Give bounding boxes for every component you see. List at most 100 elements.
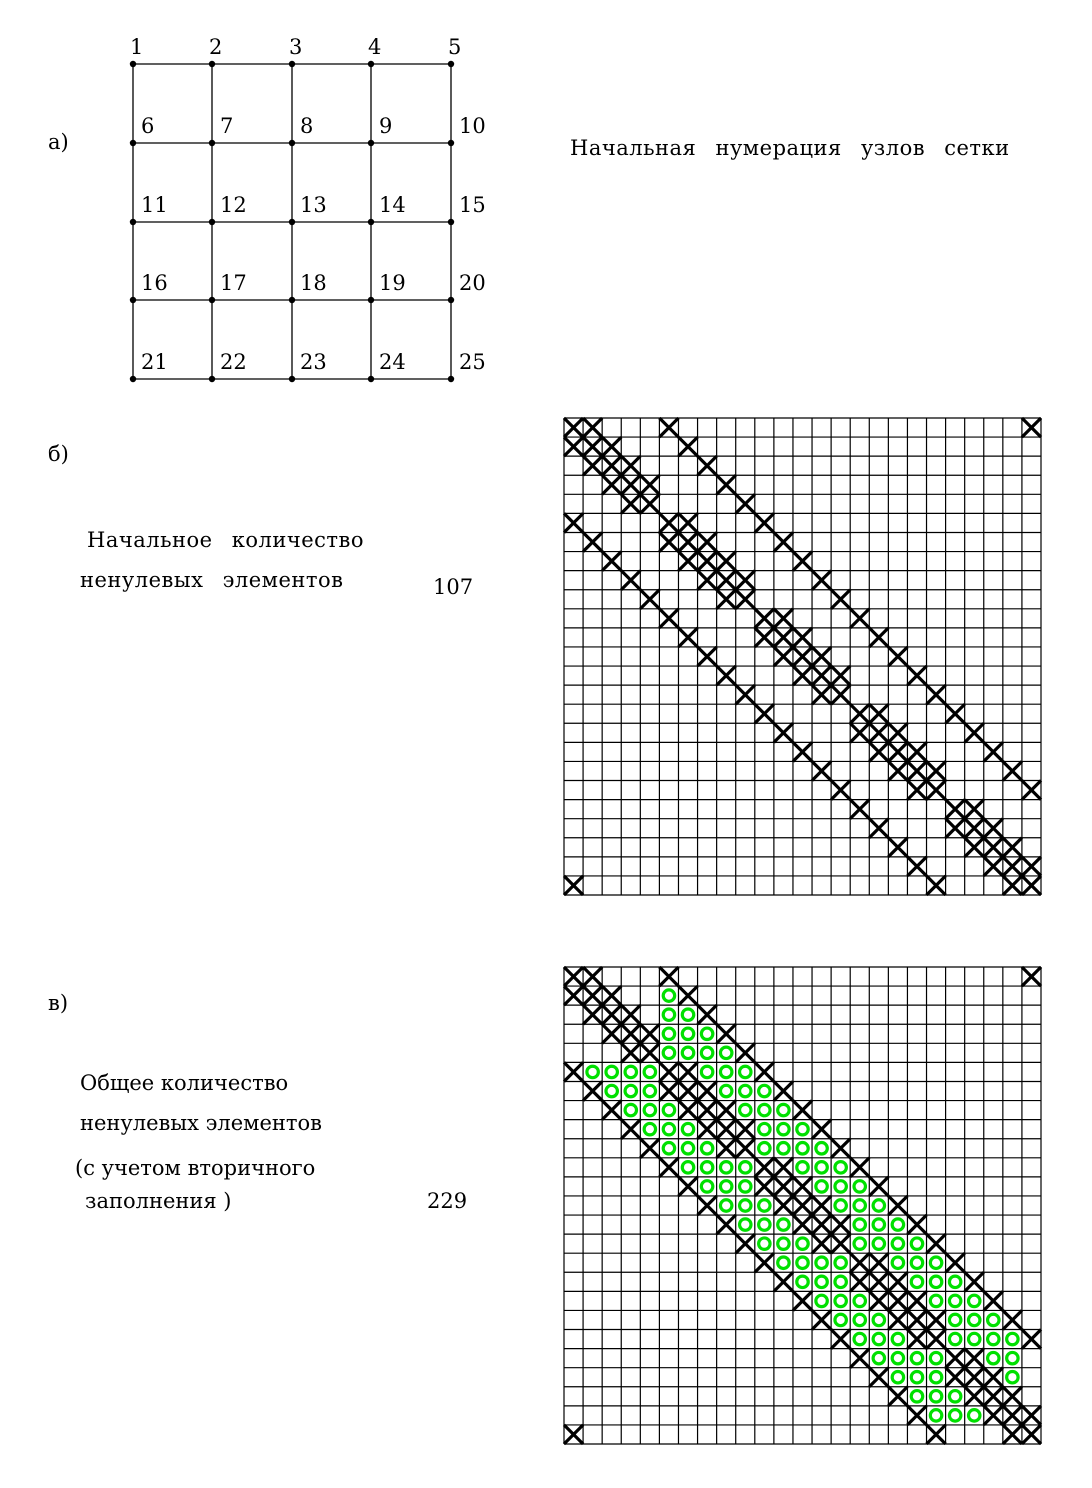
fill-in-circle-mark xyxy=(890,1217,906,1232)
nonzero-cross-mark xyxy=(639,1042,661,1064)
nonzero-cross-mark xyxy=(562,874,585,897)
part-c-caption-line2: ненулевых элементов xyxy=(80,1111,322,1135)
nonzero-cross-mark xyxy=(810,1232,833,1255)
cross-stroke xyxy=(887,722,909,744)
cross-stroke xyxy=(620,1118,642,1140)
nonzero-cross-mark xyxy=(734,588,756,610)
fill-in-circle-mark xyxy=(1005,1369,1020,1385)
nonzero-cross-mark xyxy=(696,1194,718,1217)
node-number: 14 xyxy=(379,193,406,217)
nonzero-cross-mark xyxy=(601,984,623,1007)
cross-stroke xyxy=(696,569,718,591)
nonzero-cross-mark xyxy=(696,645,718,668)
nonzero-cross-mark xyxy=(849,703,871,725)
cross-stroke xyxy=(1020,1328,1043,1350)
nonzero-cross-mark xyxy=(715,1213,737,1236)
nonzero-cross-mark xyxy=(772,531,795,553)
nonzero-cross-mark xyxy=(810,760,833,782)
nonzero-cross-mark xyxy=(715,1137,737,1159)
part-c-caption-line3: (с учетом вторичного xyxy=(75,1156,316,1180)
cross-stroke xyxy=(581,435,604,458)
fill-in-circle-mark xyxy=(680,1026,696,1042)
cross-stroke xyxy=(868,1366,890,1388)
fill-in-circle-mark xyxy=(890,1236,906,1251)
fill-in-circle-mark xyxy=(814,1274,829,1290)
cross-stroke xyxy=(753,1175,776,1198)
grid-node xyxy=(129,375,137,383)
cross-stroke xyxy=(715,569,737,591)
cross-stroke xyxy=(753,512,776,534)
fill-in-circle-mark xyxy=(718,1064,734,1080)
cross-stroke xyxy=(906,1213,928,1236)
fill-in-circle-mark xyxy=(795,1255,810,1271)
cross-stroke xyxy=(925,874,947,897)
grid-node xyxy=(367,218,375,226)
nonzero-cross-mark xyxy=(601,1099,623,1121)
node-number: 6 xyxy=(141,114,154,138)
cross-stroke xyxy=(696,1004,718,1026)
node-number: 8 xyxy=(300,114,313,138)
cross-stroke xyxy=(810,760,833,782)
nonzero-cross-mark xyxy=(829,1328,852,1350)
part-b-caption-line2: ненулевых элементов xyxy=(80,568,344,592)
fill-in-circle-mark xyxy=(699,1026,715,1042)
nonzero-cross-mark xyxy=(925,779,947,801)
fill-in-circle-mark xyxy=(795,1160,810,1175)
nonzero-cross-mark xyxy=(829,664,852,687)
node-number: 25 xyxy=(459,350,486,374)
nonzero-cross-mark xyxy=(772,1194,795,1217)
fill-in-circle-mark xyxy=(661,1026,677,1042)
cross-stroke xyxy=(982,817,1004,839)
fill-in-circle-mark xyxy=(814,1140,829,1156)
nonzero-cross-mark xyxy=(944,817,966,839)
fill-in-circle-mark xyxy=(833,1274,848,1290)
nonzero-cross-mark xyxy=(944,1347,966,1369)
cross-stroke xyxy=(868,1290,890,1312)
cross-stroke xyxy=(639,1042,661,1064)
fill-in-circle-mark xyxy=(623,1083,639,1099)
cross-stroke xyxy=(581,965,604,988)
fill-in-circle-mark xyxy=(737,1064,753,1080)
cross-stroke xyxy=(734,1042,756,1064)
fill-in-circle-mark xyxy=(757,1121,772,1137)
fill-in-circle-mark xyxy=(871,1331,887,1347)
cross-stroke xyxy=(1020,779,1043,801)
cross-stroke xyxy=(849,607,871,630)
cross-stroke xyxy=(925,1328,947,1350)
nonzero-cross-mark xyxy=(677,512,699,534)
cross-stroke xyxy=(620,1004,642,1026)
cross-stroke xyxy=(601,1099,623,1121)
grid-node xyxy=(288,296,296,304)
nonzero-cross-mark xyxy=(639,588,661,610)
nonzero-cross-mark xyxy=(906,664,928,687)
cross-stroke xyxy=(715,1023,737,1045)
fill-in-circle-mark xyxy=(680,1045,696,1061)
fill-in-circle-mark xyxy=(890,1331,906,1347)
cross-stroke xyxy=(1001,836,1024,858)
nonzero-cross-mark xyxy=(829,779,852,801)
nonzero-cross-mark xyxy=(677,984,699,1007)
nonzero-cross-mark xyxy=(849,1347,871,1369)
cross-stroke xyxy=(772,722,795,744)
cross-stroke xyxy=(887,1194,909,1217)
cross-stroke xyxy=(944,1347,966,1369)
nonzero-cross-mark xyxy=(696,1080,718,1102)
nonzero-cross-mark xyxy=(620,1004,642,1026)
nonzero-cross-mark xyxy=(963,1366,985,1388)
cross-stroke xyxy=(772,607,795,630)
nonzero-cross-mark xyxy=(810,1118,833,1140)
part-b-caption-line1: Начальное количество xyxy=(87,528,365,552)
cross-stroke xyxy=(753,607,776,630)
nonzero-cross-mark xyxy=(849,1252,871,1274)
cross-stroke xyxy=(829,683,852,706)
fill-in-circle-mark xyxy=(909,1236,925,1251)
grid-node xyxy=(208,139,216,147)
nonzero-cross-mark xyxy=(1020,965,1043,988)
nonzero-cross-mark xyxy=(581,1080,604,1102)
cross-stroke xyxy=(906,1309,928,1331)
nonzero-cross-mark xyxy=(925,683,947,706)
cross-stroke xyxy=(601,474,623,496)
cross-stroke xyxy=(658,1061,680,1083)
node-number: 21 xyxy=(141,350,168,374)
nonzero-cross-mark xyxy=(753,1252,776,1274)
